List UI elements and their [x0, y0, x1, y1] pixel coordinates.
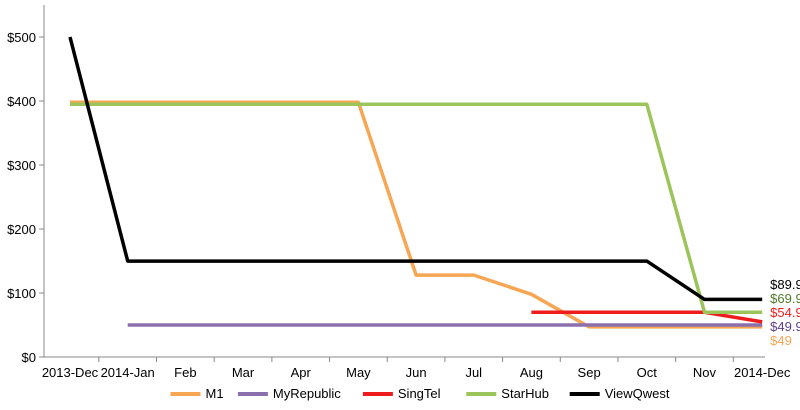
series-line-viewqwest [68, 36, 763, 302]
y-tick-label: $0 [22, 350, 36, 365]
end-labels: $89.95$69.90$54.90$49.99$49 [770, 277, 800, 348]
series-line-m1 [70, 100, 763, 329]
legend-label-starhub: StarHub [501, 386, 549, 401]
y-axis-ticks: $0 $100 $200 $300 $400 $500 [7, 30, 44, 365]
x-tick-label: Sep [578, 365, 601, 380]
x-tick-label: Oct [637, 365, 658, 380]
x-tick-label: 2014-Dec [734, 365, 791, 380]
x-tick-label: Mar [232, 365, 255, 380]
legend-label-m1: M1 [206, 386, 224, 401]
x-tick-label: Aug [520, 365, 543, 380]
y-tick-label: $300 [7, 158, 36, 173]
legend-label-myrepublic: MyRepublic [273, 386, 341, 401]
y-tick-label: $400 [7, 94, 36, 109]
legend-label-singtel: SingTel [398, 386, 441, 401]
axes [43, 5, 765, 358]
x-tick-label: 2013-Dec [42, 365, 99, 380]
series-lines [68, 36, 763, 329]
x-axis-ticks: 2013-Dec 2014-Jan Feb Mar Apr May Jun Jul Aug Sep… [42, 357, 791, 380]
x-tick-label: Jul [465, 365, 482, 380]
y-tick-label: $500 [7, 30, 36, 45]
x-tick-label: Feb [174, 365, 196, 380]
series-line-singtel [531, 310, 763, 324]
x-tick-label: Apr [291, 365, 312, 380]
x-tick-label: Nov [693, 365, 717, 380]
y-tick-label: $200 [7, 222, 36, 237]
end-label: $69.90 [770, 291, 800, 306]
end-label: $49 [770, 333, 792, 348]
end-label: $89.95 [770, 277, 800, 292]
legend-label-viewqwest: ViewQwest [605, 386, 670, 401]
x-tick-label: 2014-Jan [101, 365, 155, 380]
end-label: $49.99 [770, 319, 800, 334]
y-tick-label: $100 [7, 286, 36, 301]
end-label: $54.90 [770, 305, 800, 320]
x-tick-label: Jun [406, 365, 427, 380]
series-line-starhub [70, 102, 763, 315]
legend: M1 MyRepublic SingTel StarHub ViewQwest [170, 386, 670, 401]
x-tick-label: May [346, 365, 371, 380]
